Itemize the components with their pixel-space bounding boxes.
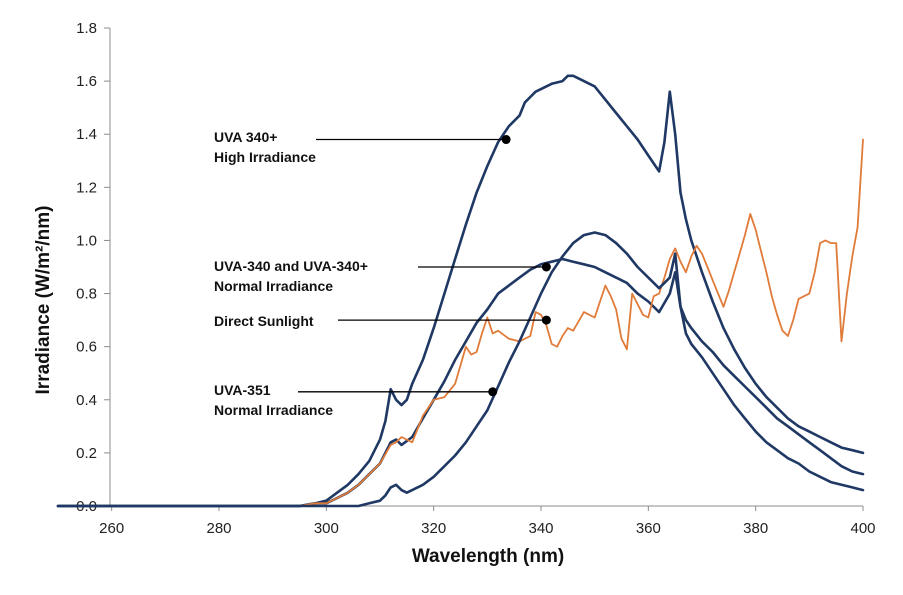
annotation-label: Direct Sunlight <box>214 313 314 329</box>
x-tick-label: 260 <box>99 520 124 537</box>
annotation-dot <box>488 387 498 397</box>
y-tick-label: 1.8 <box>76 20 97 37</box>
annotation-label: UVA-351 <box>214 382 271 398</box>
annotation-label: High Irradiance <box>214 149 316 165</box>
y-tick-label: 0.4 <box>76 392 97 409</box>
series-line-3 <box>56 231 865 508</box>
y-tick-label: 0.8 <box>76 286 97 303</box>
annotation-label: Normal Irradiance <box>214 278 333 294</box>
annotation-label: UVA-340 and UVA-340+ <box>214 258 368 274</box>
y-tick-label: 0.6 <box>76 339 97 356</box>
annotation-dot <box>541 262 551 272</box>
x-tick-label: 400 <box>850 520 875 537</box>
annotation-label: UVA 340+ <box>214 129 277 145</box>
annotation-dot <box>501 135 511 145</box>
y-tick-label: 1.2 <box>76 179 97 196</box>
annotation-label: Normal Irradiance <box>214 402 333 418</box>
series-line-1 <box>56 257 865 508</box>
x-tick-label: 380 <box>743 520 768 537</box>
x-axis: 260 280 300 320 340 360 380 400 <box>58 505 876 537</box>
y-axis: 0.00.20.40.60.81.01.21.41.61.8 <box>76 20 111 515</box>
annotations: UVA 340+ High Irradiance UVA-340 and UVA-3… <box>214 129 551 418</box>
annotation-dot <box>541 315 551 325</box>
y-tick-label: 0.2 <box>76 445 97 462</box>
x-tick-label: 280 <box>206 520 231 537</box>
x-tick-label: 360 <box>636 520 661 537</box>
series-line-2 <box>57 138 864 507</box>
y-axis-title: Irradiance (W/m²/nm) <box>33 206 54 395</box>
series-line-0 <box>56 74 865 508</box>
y-tick-label: 1.0 <box>76 232 97 249</box>
x-tick-label: 340 <box>528 520 553 537</box>
x-tick-label: 320 <box>421 520 446 537</box>
series-layer <box>56 74 865 508</box>
x-axis-title: Wavelength (nm) <box>412 546 564 567</box>
y-tick-label: 1.4 <box>76 126 97 143</box>
y-tick-label: 1.6 <box>76 73 97 90</box>
x-tick-label: 300 <box>314 520 339 537</box>
